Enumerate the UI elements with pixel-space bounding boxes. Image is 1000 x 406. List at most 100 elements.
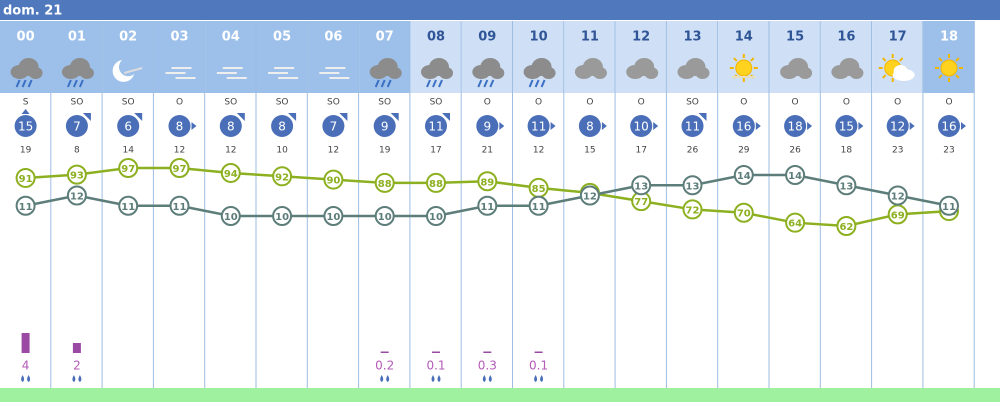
wind-arrow: [442, 113, 450, 121]
hour-cell: [564, 21, 616, 93]
wind-badge: [476, 115, 499, 137]
temp-point: [477, 195, 498, 216]
hour-label: 02: [119, 30, 137, 45]
humidity-label: 91: [19, 174, 33, 185]
wind-direction: SO: [686, 98, 699, 108]
wind-gust: 8: [74, 146, 80, 156]
humidity-label: 94: [224, 169, 238, 180]
hour-cell: [307, 21, 360, 93]
wind-badge: [271, 115, 294, 137]
wind-direction: O: [638, 98, 645, 108]
wind-badge: [835, 115, 858, 137]
humidity-point: [733, 202, 754, 223]
wind-arrow: [339, 113, 348, 121]
temp-label: 13: [839, 181, 853, 192]
wind-speed: 9: [483, 120, 491, 134]
hour-label: 14: [735, 30, 753, 45]
wind-arrow: [236, 113, 245, 121]
wind-badge: [425, 115, 447, 137]
rain-amount: 0.2: [375, 359, 394, 373]
humidity-label: 88: [429, 179, 443, 190]
rain-amount: 0.1: [529, 359, 548, 373]
wind-speed: 12: [890, 120, 905, 134]
wind-gust: 12: [225, 146, 236, 156]
temp-label: 10: [326, 212, 340, 223]
hour-cell: [205, 21, 257, 93]
wind-badge: [14, 115, 37, 137]
weather-icon: [21, 79, 27, 88]
wind-gust: 15: [584, 146, 595, 156]
hour-label: 00: [17, 30, 35, 45]
wind-badge: [322, 115, 345, 137]
wind-direction: O: [535, 98, 542, 108]
temp-label: 13: [686, 181, 700, 192]
weather-icon: [426, 79, 431, 88]
wind-gust: 19: [20, 146, 32, 156]
wind-gust: 18: [841, 146, 853, 156]
humidity-point: [374, 172, 395, 193]
weather-icon: [483, 79, 489, 88]
wind-arrow: [390, 113, 399, 121]
weather-icon: [15, 79, 21, 88]
wind-speed: 11: [428, 120, 443, 134]
wind-gust: 21: [482, 146, 493, 156]
weather-icon: [123, 67, 143, 74]
weather-icon: [735, 59, 753, 77]
humidity-point: [785, 212, 806, 233]
humidity-label: 97: [173, 164, 187, 175]
temp-label: 10: [429, 212, 443, 223]
wind-arrow: [698, 113, 707, 121]
wind-badge: [373, 115, 396, 137]
wind-gust: 26: [789, 146, 801, 156]
rain-drop-icon: [534, 375, 538, 382]
wind-arrow: [134, 113, 143, 121]
temp-label: 12: [583, 192, 597, 203]
wind-badge: [168, 115, 191, 137]
wind-badge: [578, 115, 601, 137]
temp-label: 11: [173, 202, 187, 213]
wind-gust: 14: [122, 146, 134, 156]
hour-label: 04: [222, 30, 240, 45]
hour-label: 06: [324, 30, 342, 45]
wind-direction: S: [23, 98, 29, 108]
weather-icon: [380, 79, 386, 88]
wind-gust: 19: [379, 146, 391, 156]
wind-speed: 16: [736, 120, 751, 134]
rain-bar: [483, 351, 492, 353]
rain-bar: [72, 343, 81, 353]
humidity-point: [477, 171, 498, 192]
humidity-point: [66, 164, 87, 185]
humidity-label: 77: [634, 197, 648, 208]
rain-amount: 0.1: [426, 359, 445, 373]
wind-speed: 11: [531, 120, 546, 134]
weather-icon: [955, 74, 960, 79]
temp-point: [836, 175, 857, 196]
humidity-point: [323, 169, 344, 190]
hour-cell: [666, 21, 719, 93]
temp-label: 11: [19, 202, 33, 213]
temp-point: [272, 206, 293, 226]
rain-drop-icon: [72, 375, 76, 382]
weather-icon: [490, 67, 505, 79]
hour-label: 07: [376, 30, 394, 45]
wind-gust: 12: [328, 146, 339, 156]
rain-drop-icon: [380, 375, 384, 382]
hour-cell: [256, 21, 308, 93]
weather-icon: [439, 67, 453, 79]
wind-speed: 15: [839, 120, 854, 134]
temp-point: [169, 195, 190, 216]
temp-label: 11: [942, 202, 956, 213]
hour-label: 18: [940, 30, 958, 45]
humidity-label: 93: [70, 171, 84, 182]
rain-bar: [534, 351, 543, 353]
weather-icon: [849, 67, 864, 79]
wind-direction: O: [894, 98, 901, 108]
humidity-point: [682, 199, 703, 220]
temp-point: [733, 165, 754, 185]
rain-drop-icon: [482, 375, 486, 382]
wind-gust: 26: [687, 146, 699, 156]
wind-arrow: [961, 122, 966, 130]
wind-arrow: [21, 109, 30, 114]
temp-label: 10: [275, 212, 289, 223]
